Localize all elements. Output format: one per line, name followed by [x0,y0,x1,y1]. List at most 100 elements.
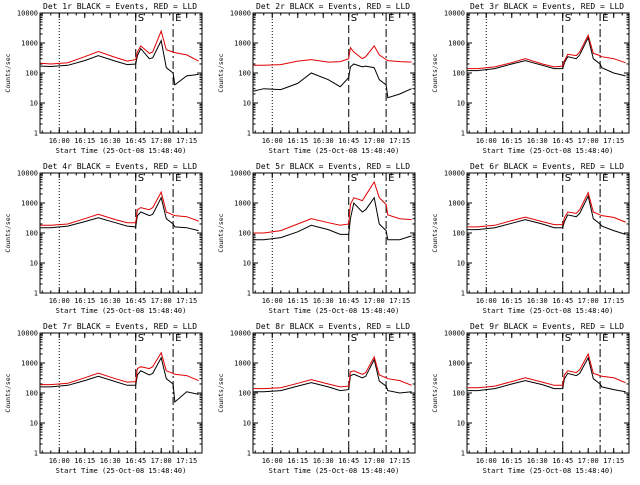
y-tick-label: 10 [30,100,38,108]
y-axis-label: Counts/sec [431,213,439,252]
plot-panel-6: Det 6r BLACK = Events, RED = LLD 1 10 100 10… [431,162,630,315]
y-axis-label: Counts/sec [217,373,225,412]
y-tick-label: 100 [452,230,465,238]
y-tick-label: 1000 [21,360,38,368]
y-axis-label: Counts/sec [431,53,439,92]
series-line-lld [40,190,199,226]
x-tick-label: 16:15 [287,457,308,465]
x-axis-label: Start Time (25-Oct-08 15:48:40) [483,467,614,475]
series-line-lld [40,351,199,386]
series-line-lld [253,180,412,234]
x-tick-label: 17:15 [389,457,410,465]
marker-label-s: S [565,13,571,24]
y-tick-label: 10 [30,420,38,428]
series-line-events [467,36,626,77]
x-tick-label: 16:30 [313,137,334,145]
marker-label-s: S [351,333,357,344]
x-tick-label: 16:15 [287,137,308,145]
y-axis-label: Counts/sec [4,213,12,252]
x-tick-label: 16:15 [74,457,95,465]
x-axis-label: Start Time (25-Oct-08 15:48:40) [483,307,614,315]
plot-frame [39,12,203,134]
panel-title: Det 4r BLACK = Events, RED = LLD [43,162,197,171]
x-tick-label: 17:15 [176,137,197,145]
y-tick-label: 1 [247,450,251,458]
x-tick-label: 16:45 [552,457,573,465]
y-tick-label: 1000 [21,200,38,208]
x-tick-label: 16:30 [100,297,121,305]
series-line-events [467,194,626,235]
marker-label-e: E [388,173,394,184]
series-line-events [467,356,626,393]
series-line-events [253,358,412,394]
y-tick-label: 1000 [234,40,251,48]
y-tick-label: 100 [25,70,38,78]
marker-label-e: E [388,13,394,24]
x-axis-label: Start Time (25-Oct-08 15:48:40) [269,307,400,315]
x-tick-label: 16:30 [100,137,121,145]
series-line-events [253,63,412,99]
marker-label-e: E [175,333,181,344]
x-tick-label: 16:15 [501,457,522,465]
panel-title: Det 1r BLACK = Events, RED = LLD [43,2,197,11]
y-tick-label: 1000 [448,360,465,368]
plot-frame [252,332,416,454]
x-axis-label: Start Time (25-Oct-08 15:48:40) [56,307,187,315]
plot-panel-4: Det 4r BLACK = Events, RED = LLD 1 10 100 10… [4,162,203,315]
series-line-events [40,196,199,232]
x-tick-label: 17:15 [603,137,624,145]
y-tick-label: 10000 [230,170,251,178]
marker-label-e: E [175,13,181,24]
x-tick-label: 16:45 [338,297,359,305]
y-tick-label: 100 [238,390,251,398]
y-tick-label: 10 [457,100,465,108]
y-tick-label: 1000 [234,360,251,368]
x-tick-label: 16:45 [125,457,146,465]
series-line-lld [467,33,626,70]
y-axis-label: Counts/sec [4,53,12,92]
y-tick-label: 1 [247,130,251,138]
x-tick-label: 17:15 [389,297,410,305]
marker-label-s: S [138,173,144,184]
x-tick-label: 16:15 [74,297,95,305]
plot-frame [252,12,416,134]
x-tick-label: 16:00 [262,297,283,305]
x-tick-label: 16:00 [49,137,70,145]
marker-label-e: E [602,13,608,24]
y-axis-label: Counts/sec [217,213,225,252]
y-tick-label: 100 [25,230,38,238]
x-axis-label: Start Time (25-Oct-08 15:48:40) [56,467,187,475]
panel-title: Det 5r BLACK = Events, RED = LLD [256,162,410,171]
x-tick-label: 17:00 [364,137,385,145]
y-axis-label: Counts/sec [4,373,12,412]
x-tick-label: 16:45 [338,137,359,145]
y-tick-label: 100 [452,70,465,78]
x-tick-label: 17:00 [151,457,172,465]
x-tick-label: 16:30 [313,457,334,465]
y-axis-label: Counts/sec [431,373,439,412]
y-tick-label: 10 [243,260,251,268]
y-tick-label: 10 [243,420,251,428]
x-tick-label: 17:00 [364,297,385,305]
plot-panel-9: Det 9r BLACK = Events, RED = LLD 1 10 100 10… [431,322,630,475]
marker-label-s: S [351,13,357,24]
y-tick-label: 10000 [444,170,465,178]
series-line-lld [40,29,199,65]
x-axis-label: Start Time (25-Oct-08 15:48:40) [56,147,187,155]
plot-panel-5: Det 5r BLACK = Events, RED = LLD 1 10 100 10… [217,162,416,315]
x-tick-label: 17:15 [603,297,624,305]
y-tick-label: 10 [243,100,251,108]
x-tick-label: 16:45 [552,137,573,145]
series-line-lld [467,352,626,389]
x-tick-label: 16:45 [338,457,359,465]
x-tick-label: 17:00 [578,297,599,305]
y-tick-label: 1 [34,290,38,298]
y-tick-label: 100 [238,230,251,238]
y-axis-label: Counts/sec [217,53,225,92]
x-tick-label: 17:15 [176,297,197,305]
panel-title: Det 9r BLACK = Events, RED = LLD [470,322,624,331]
plot-panel-3: Det 3r BLACK = Events, RED = LLD 1 10 100 10… [431,2,630,155]
panel-title: Det 6r BLACK = Events, RED = LLD [470,162,624,171]
x-tick-label: 16:30 [527,457,548,465]
